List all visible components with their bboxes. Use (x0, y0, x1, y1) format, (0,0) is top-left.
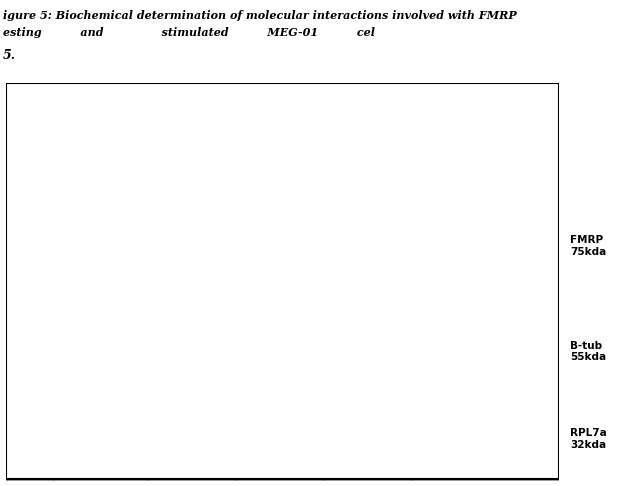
Text: P2 P16 P100 S100: P2 P16 P100 S100 (69, 168, 132, 174)
Bar (324, 117, 412, 155)
Bar (147, 155, 236, 188)
Text: esting          and               stimulated          MEG-01          cel: esting and stimulated MEG-01 cel (3, 27, 375, 38)
Bar (147, 399, 236, 479)
Bar (53, 304, 147, 399)
Bar (6, 188, 53, 304)
Bar (53, 399, 147, 479)
Bar (236, 155, 324, 188)
Bar (412, 188, 559, 304)
Bar (53, 188, 147, 304)
Text: Proliferating: Proliferating (45, 95, 109, 104)
Text: Total
Extract: Total Extract (13, 126, 46, 145)
Bar (324, 399, 412, 479)
Text: P2 P16P100 S100: P2 P16P100 S100 (161, 168, 222, 174)
Bar (147, 83, 559, 117)
Bar (412, 117, 559, 155)
Text: NP-40: NP-40 (175, 130, 208, 140)
Text: igure 5: Biochemical determination of molecular interactions involved with FMRP: igure 5: Biochemical determination of mo… (3, 10, 517, 21)
Bar (236, 117, 324, 155)
Bar (6, 83, 53, 188)
Text: EDTA 50 mM: EDTA 50 mM (340, 131, 397, 140)
Bar (6, 399, 53, 479)
Text: RPL7a
32kda: RPL7a 32kda (570, 429, 606, 450)
Bar (147, 188, 236, 304)
Bar (412, 155, 559, 188)
Bar (412, 304, 559, 399)
Text: P2 P16 P100S100: P2 P16 P100S100 (337, 168, 399, 174)
Bar (53, 117, 147, 155)
Text: NP-40: NP-40 (86, 130, 115, 140)
Text: Differenting: Differenting (322, 95, 384, 104)
Bar (236, 399, 324, 479)
Text: P2 P16 P100 S100: P2 P16 P100 S100 (248, 168, 312, 174)
Bar (324, 155, 412, 188)
Text: P2 P16 P100 S100: P2 P16 P100 S100 (453, 168, 518, 174)
Text: RNAse 25 U/ml: RNAse 25 U/ml (454, 131, 517, 140)
Text: DOC 0.5%: DOC 0.5% (257, 131, 303, 140)
Bar (6, 304, 53, 399)
Bar (147, 304, 236, 399)
Bar (53, 155, 147, 188)
Bar (147, 117, 236, 155)
Bar (236, 188, 324, 304)
Bar (324, 188, 412, 304)
Text: B-tub
55kda: B-tub 55kda (570, 341, 606, 363)
Bar (236, 304, 324, 399)
Bar (412, 399, 559, 479)
Text: 5.: 5. (3, 49, 17, 62)
Bar (6, 83, 147, 117)
Bar (324, 304, 412, 399)
Text: FMRP
75kda: FMRP 75kda (570, 235, 606, 257)
